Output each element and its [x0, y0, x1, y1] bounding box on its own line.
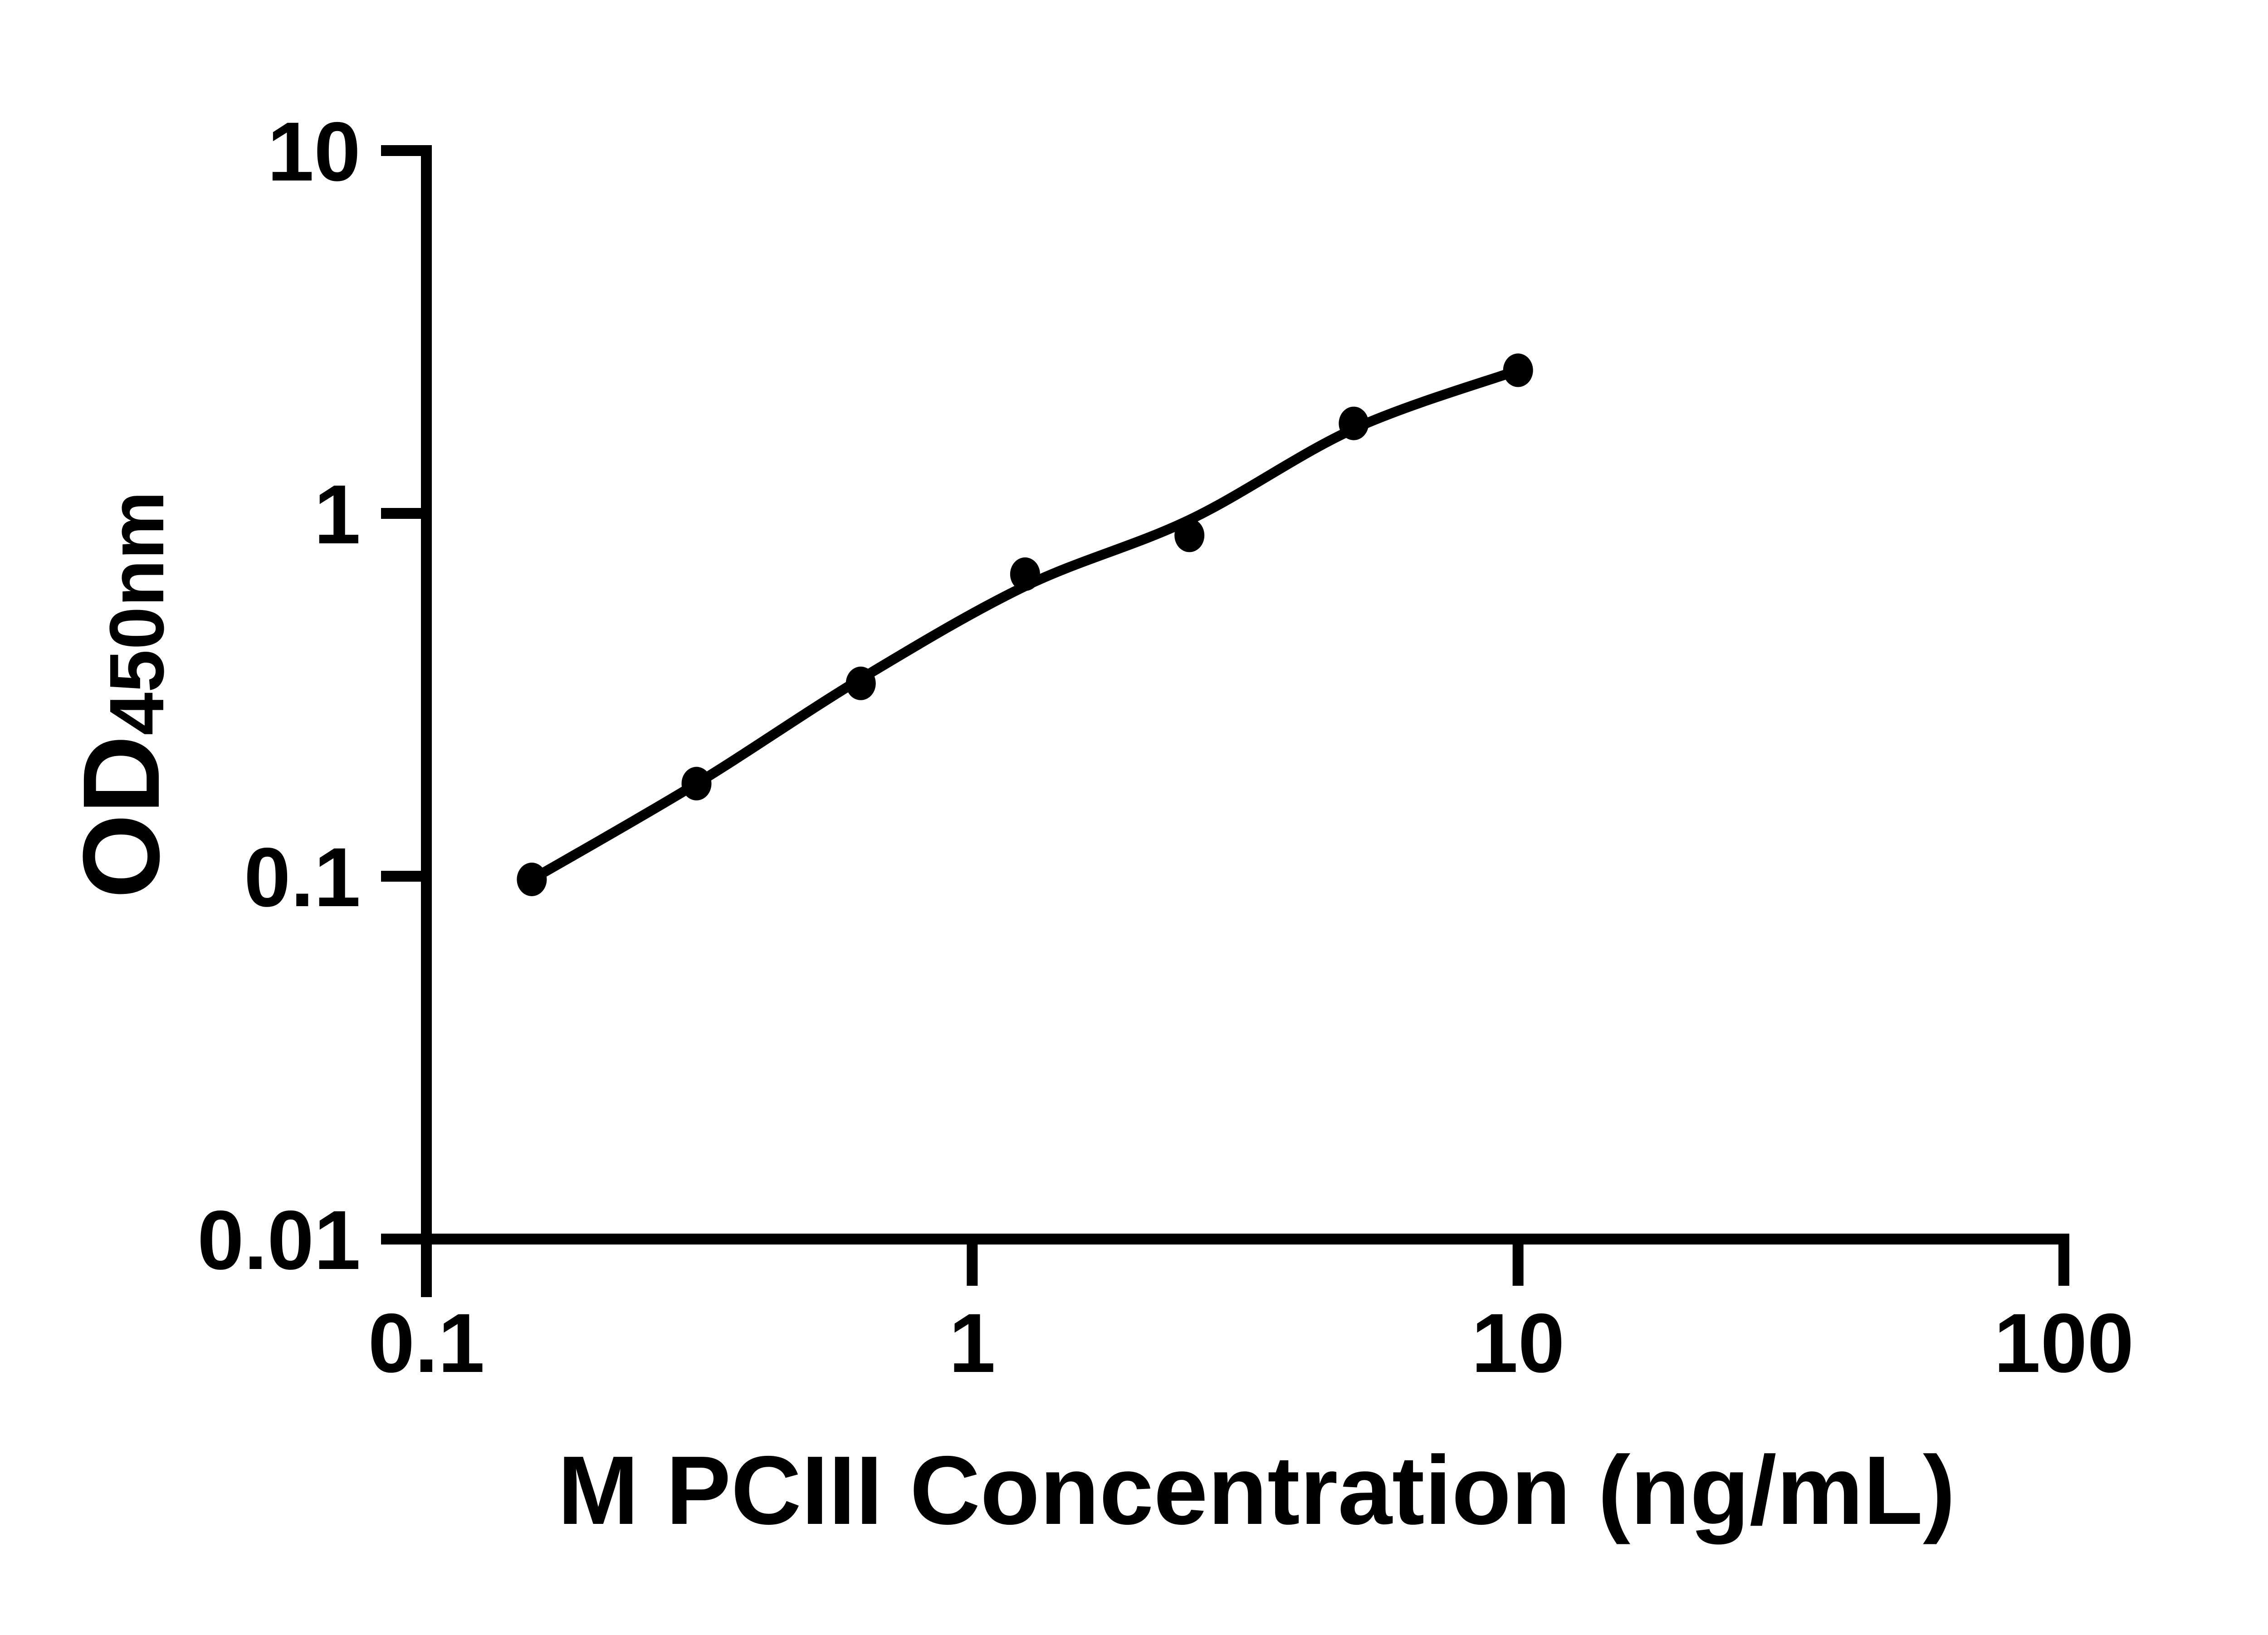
axes-layer — [385, 145, 2069, 1297]
y-tick-label: 10 — [267, 105, 361, 199]
data-point-marker — [517, 863, 547, 896]
data-point-marker — [846, 666, 876, 700]
data-point-marker — [1010, 557, 1040, 591]
y-axis-title-subscript: 450nm — [94, 491, 180, 736]
data-point-marker — [1503, 353, 1533, 387]
data-point-marker — [1339, 406, 1369, 440]
y-tick-label: 0.1 — [244, 831, 361, 924]
y-axis-title: OD450nm — [60, 491, 182, 899]
ticks-layer — [381, 145, 2069, 1286]
curve-layer — [527, 365, 1523, 885]
data-point-marker — [1174, 518, 1205, 552]
x-axis-title: M PCIII Concentration (ng/mL) — [557, 1435, 1955, 1545]
x-tick-label: 0.1 — [368, 1297, 484, 1390]
fit-curve — [527, 365, 1523, 885]
y-tick-label: 1 — [314, 468, 361, 561]
y-tick-label: 0.01 — [197, 1194, 361, 1287]
data-point-marker — [681, 766, 712, 800]
x-tick-label: 10 — [1471, 1297, 1565, 1390]
x-tick-label: 100 — [1994, 1297, 2134, 1390]
points-layer — [517, 353, 1533, 896]
x-tick-label: 1 — [949, 1297, 996, 1390]
y-axis-title-main: OD — [60, 735, 182, 898]
